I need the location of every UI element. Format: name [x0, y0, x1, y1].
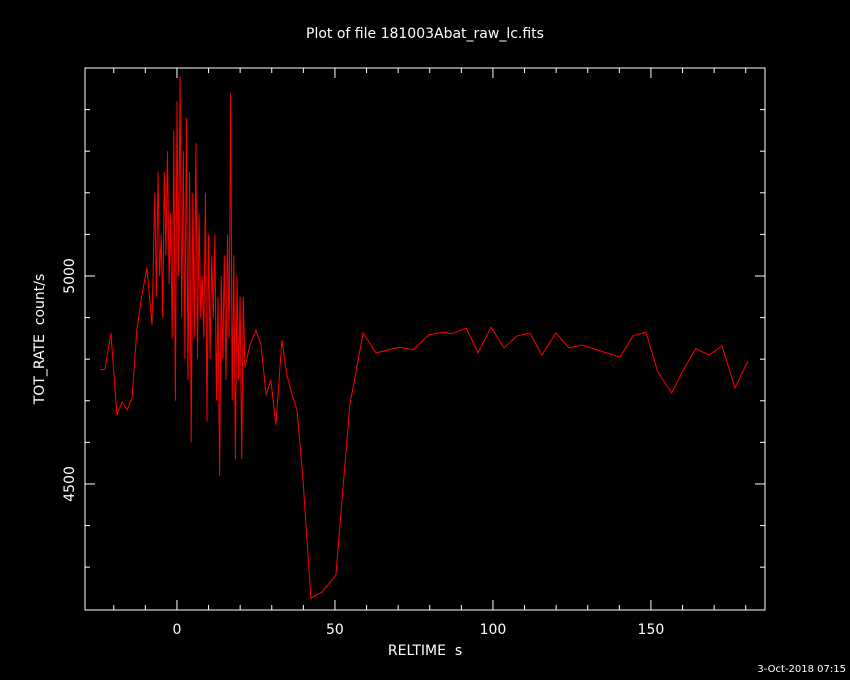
- x-tick-label: 100: [480, 622, 507, 638]
- y-axis-label: TOT_RATE count/s: [32, 274, 48, 406]
- chart-title: Plot of file 181003Abat_raw_lc.fits: [306, 26, 544, 42]
- y-tick-label: 4500: [62, 466, 78, 502]
- x-tick-label: 0: [172, 622, 181, 638]
- plot-frame: [84, 67, 766, 611]
- y-tick-label: 5000: [62, 258, 78, 294]
- x-tick-label: 150: [638, 622, 665, 638]
- timestamp: 3-Oct-2018 07:15: [757, 664, 846, 675]
- x-tick-label: 50: [326, 622, 344, 638]
- light-curve: [99, 76, 749, 599]
- x-axis-label: RELTIME s: [388, 643, 462, 659]
